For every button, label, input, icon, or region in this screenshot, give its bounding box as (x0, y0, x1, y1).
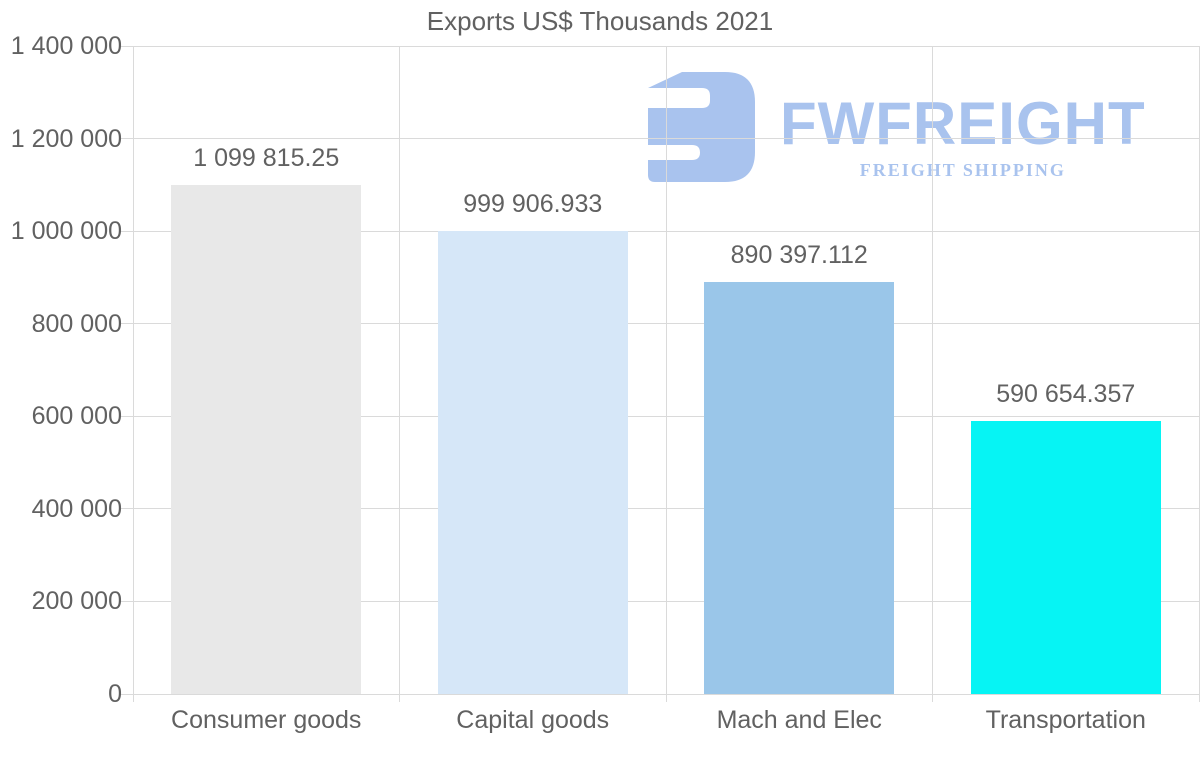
y-axis-label: 0 (108, 680, 122, 708)
watermark-tagline: FREIGHT SHIPPING (859, 160, 1066, 180)
y-axis-label: 1 400 000 (10, 32, 122, 60)
y-axis-label: 200 000 (31, 587, 122, 616)
y-axis-tick (121, 138, 133, 140)
gridline-vertical (132, 46, 134, 702)
y-axis-label: 600 000 (31, 402, 122, 431)
x-axis-label-transportation: Transportation (985, 706, 1146, 734)
x-axis-label-mach-and-elec: Mach and Elec (716, 706, 882, 734)
bar-value-label-consumer-goods: 1 099 815.25 (193, 143, 340, 172)
gridline-vertical (1198, 46, 1200, 702)
y-axis-label: 1 200 000 (10, 124, 122, 153)
y-axis-tick (121, 230, 133, 232)
watermark-brand: FWFREIGHT (780, 90, 1146, 157)
bar-consumer-goods (171, 184, 362, 694)
gridline-vertical (665, 46, 667, 702)
y-axis-tick (121, 323, 133, 325)
y-axis-label: 400 000 (31, 494, 122, 523)
bar-mach-and-elec (704, 281, 895, 694)
bar-value-label-mach-and-elec: 890 397.112 (730, 240, 868, 269)
watermark-logo: FWFREIGHT FREIGHT SHIPPING (648, 72, 1146, 182)
bar-value-label-transportation: 590 654.357 (996, 379, 1136, 408)
y-axis-label: 1 000 000 (10, 217, 122, 246)
bar-transportation (970, 420, 1161, 694)
watermark-text: FWFREIGHT FREIGHT SHIPPING (780, 72, 1146, 181)
bar-value-label-capital-goods: 999 906.933 (463, 190, 603, 219)
fwfreight-logo-icon (648, 72, 755, 182)
y-axis-tick (121, 415, 133, 417)
bar-capital-goods (437, 231, 628, 694)
y-axis-tick (121, 45, 133, 47)
gridline-vertical (399, 46, 400, 702)
chart-title: Exports US$ Thousands 2021 (426, 6, 774, 36)
gridline-vertical (932, 46, 933, 702)
x-axis-label-consumer-goods: Consumer goods (171, 706, 362, 734)
y-axis-label: 800 000 (31, 309, 122, 338)
y-axis-tick (121, 693, 133, 695)
y-axis-tick (121, 508, 133, 510)
x-axis-label-capital-goods: Capital goods (456, 706, 610, 734)
y-axis-tick (121, 600, 133, 602)
